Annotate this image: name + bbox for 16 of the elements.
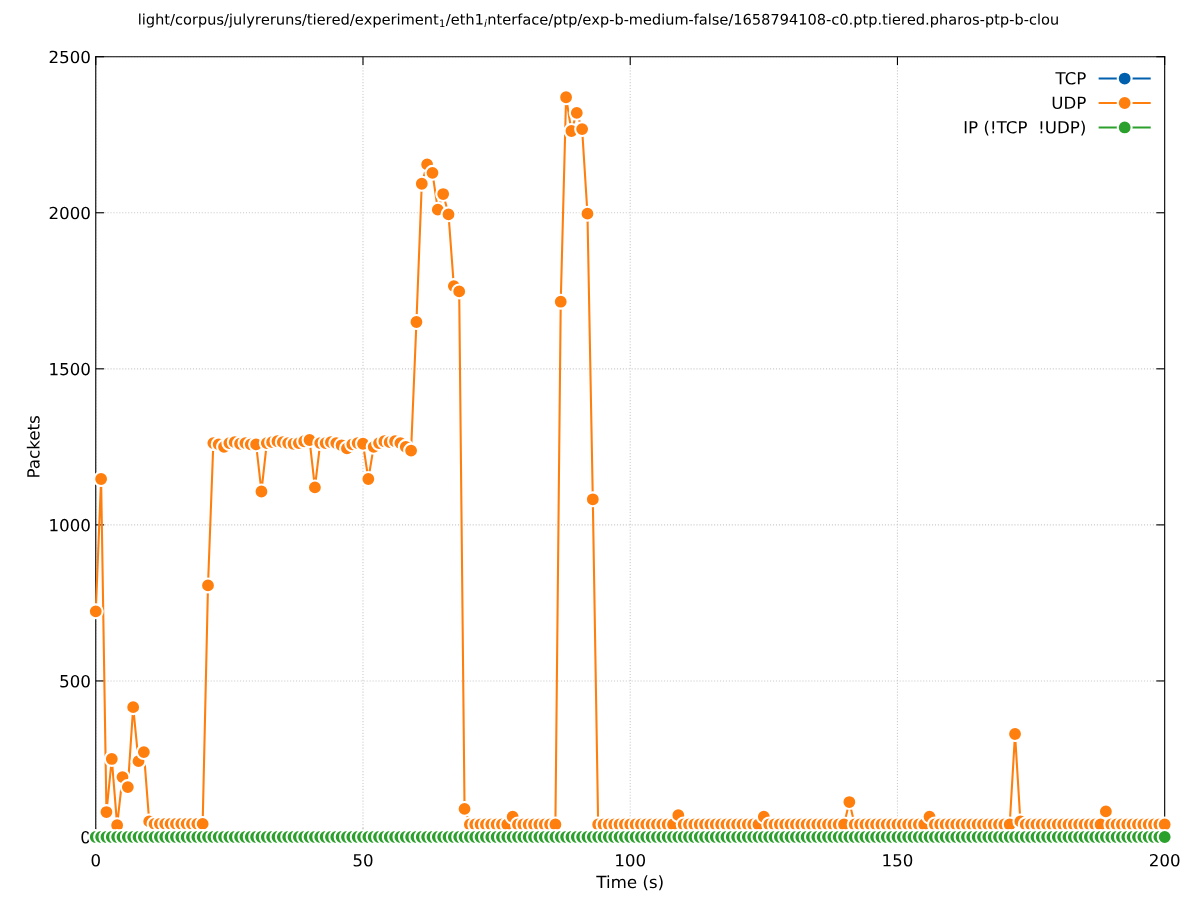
chart-title: light/corpus/julyreruns/tiered/experiment$_{1}$/eth1$_{i}$nterface/ptp/exp-b-medium-false/1658794108-c0.ptp.tiered.pharos-ptp-b-clou: [139, 13, 1058, 28]
x-axis-title: Time (s): [596, 875, 663, 891]
y-tick-label: 1000: [50, 518, 90, 532]
legend-label: TCP: [1055, 71, 1086, 85]
y-tick-label: 1500: [50, 362, 90, 376]
y-tick-label: 500: [60, 674, 90, 688]
x-tick-label: 0: [91, 853, 100, 867]
legend-label: UDP: [1052, 96, 1086, 110]
y-axis-title: Packets: [26, 416, 40, 477]
x-tick-label: 200: [1150, 853, 1180, 867]
y-tick-label: 2500: [49, 50, 90, 64]
y-tick-label: 2000: [49, 206, 90, 220]
x-tick-label: 100: [616, 853, 646, 867]
x-tick-label: 50: [353, 853, 373, 867]
legend-label: IP (!TCP !UDP): [964, 120, 1085, 136]
x-tick-label: 150: [883, 853, 913, 867]
